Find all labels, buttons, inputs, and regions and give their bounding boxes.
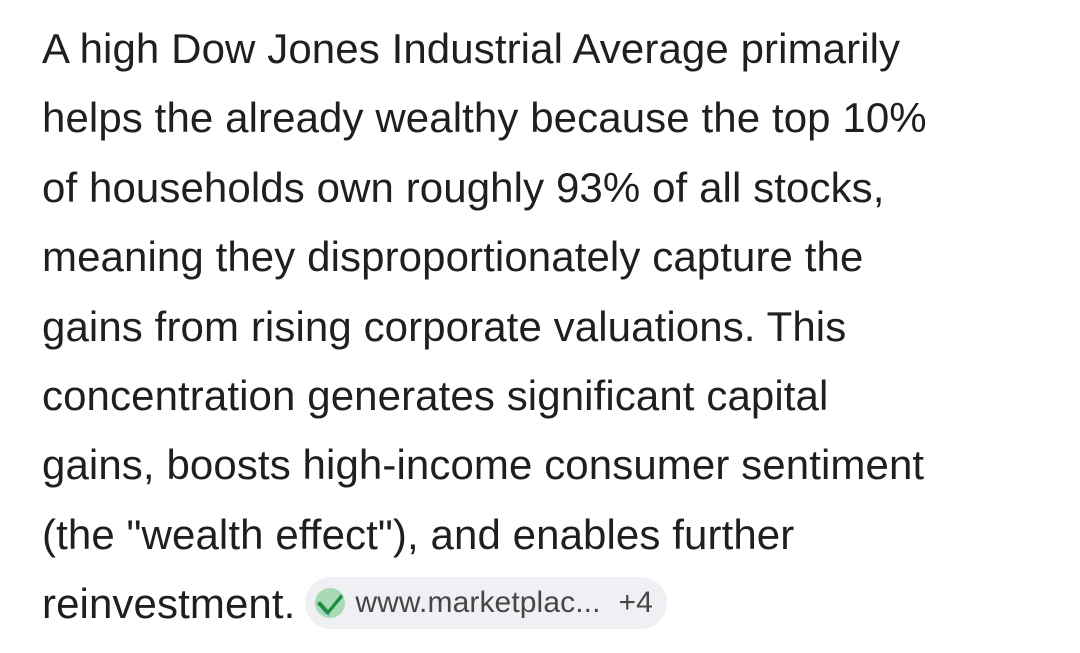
green-check-badge-icon — [313, 586, 347, 620]
source-site-label: www.marketplac... — [355, 586, 601, 620]
more-sources-count: +4 — [618, 586, 653, 620]
answer-line: helps the already wealthy because the to… — [42, 94, 927, 142]
answer-line: meaning they disproportionately capture … — [42, 233, 864, 281]
answer-line: gains from rising corporate valuations. … — [42, 302, 847, 350]
answer-line-last: reinvestment. www.marketplac... +4 — [42, 569, 1042, 638]
answer-line-text: reinvestment. — [42, 580, 296, 628]
answer-line: (the "wealth effect"), and enables furth… — [42, 510, 795, 558]
answer-line: concentration generates significant capi… — [42, 372, 829, 420]
answer-line: A high Dow Jones Industrial Average prim… — [42, 25, 901, 72]
answer-line: of households own roughly 93% of all sto… — [42, 163, 885, 211]
source-citation-chip[interactable]: www.marketplac... +4 — [305, 577, 667, 630]
ai-answer-text: A high Dow Jones Industrial Average prim… — [42, 14, 1042, 639]
answer-line: gains, boosts high-income consumer senti… — [42, 441, 925, 489]
